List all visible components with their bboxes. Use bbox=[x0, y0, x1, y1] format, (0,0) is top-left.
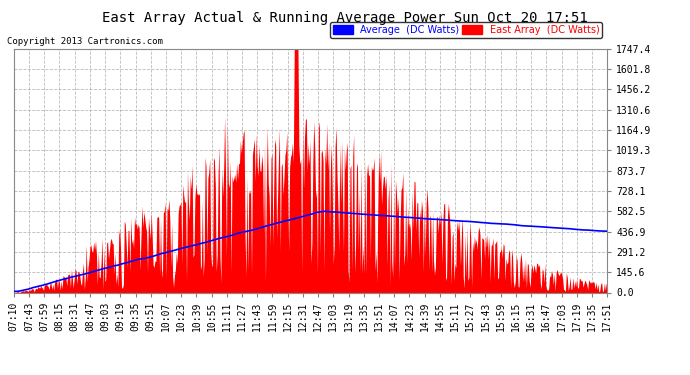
Legend: Average  (DC Watts), East Array  (DC Watts): Average (DC Watts), East Array (DC Watts… bbox=[331, 22, 602, 38]
Text: East Array Actual & Running Average Power Sun Oct 20 17:51: East Array Actual & Running Average Powe… bbox=[102, 11, 588, 25]
Text: Copyright 2013 Cartronics.com: Copyright 2013 Cartronics.com bbox=[7, 38, 163, 46]
